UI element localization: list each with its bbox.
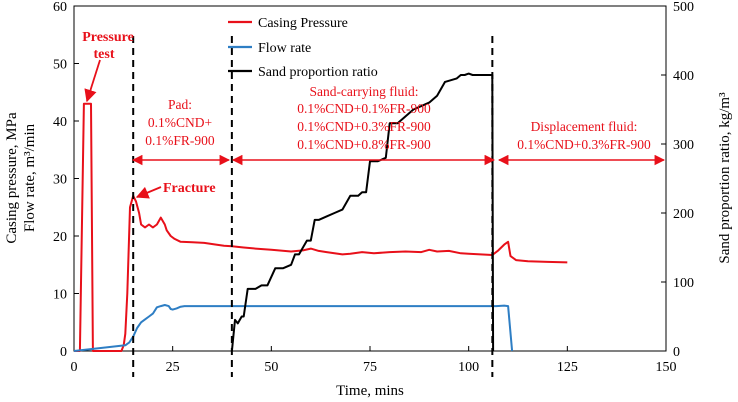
- y2-tick-label: 200: [673, 207, 694, 222]
- fracture-pointer: [135, 186, 162, 199]
- legend-label-flow: Flow rate: [258, 41, 311, 56]
- x-tick-label: 0: [71, 360, 78, 375]
- y-tick-label: 0: [60, 345, 67, 360]
- pad-title: Pad:: [168, 97, 192, 112]
- series-flow-rate: [73, 304, 514, 352]
- x-tick-label: 25: [166, 360, 180, 375]
- sand-carrying-line1: 0.1%CND+0.1%FR-900: [297, 101, 431, 116]
- y-axis-title-line2: Flow rate, m³/min: [22, 123, 38, 232]
- y2-tick-label: 100: [673, 276, 694, 291]
- sand-carrying-line2: 0.1%CND+0.3%FR-900: [297, 119, 431, 134]
- series-sand-proportion: [230, 72, 495, 352]
- fracture-label: Fracture: [163, 181, 216, 196]
- displacement-title: Displacement fluid:: [531, 119, 638, 134]
- pressure-test-label-line2: test: [94, 47, 115, 62]
- x-axis-title: Time, mins: [336, 383, 404, 399]
- y2-tick-label: 0: [673, 345, 680, 360]
- legend-label-sand: Sand proportion ratio: [258, 65, 378, 80]
- y-tick-label: 40: [53, 115, 67, 130]
- legend: Casing Pressure Flow rate Sand proportio…: [228, 16, 378, 80]
- ticks-layer: 0 25 50 75 100 125 150010203040506001002003004…: [53, 0, 694, 375]
- y-axis-title-line1: Casing pressure, MPa: [4, 112, 20, 244]
- x-tick-label: 75: [363, 360, 377, 375]
- series-layer: [73, 72, 568, 352]
- sand-carrying-line3: 0.1%CND+0.8%FR-900: [297, 137, 431, 152]
- plot-area: [73, 5, 667, 352]
- x-tick-label: 100: [458, 360, 479, 375]
- pad-line2: 0.1%FR-900: [145, 133, 215, 148]
- y2-axis-title: Sand proportion ratio, kg/m³: [717, 92, 733, 264]
- annotations: Pressure test Fracture Pad: 0.1%CND+ 0.1…: [82, 30, 651, 196]
- pad-line1: 0.1%CND+: [148, 115, 212, 130]
- pressure-test-pointer: [84, 59, 101, 103]
- y2-tick-label: 500: [673, 0, 694, 15]
- x-tick-label: 125: [557, 360, 578, 375]
- stage-lines-layer: [132, 36, 494, 377]
- y2-tick-label: 400: [673, 69, 694, 84]
- displacement-line1: 0.1%CND+0.3%FR-900: [517, 137, 651, 152]
- y-tick-label: 60: [53, 0, 67, 15]
- pressure-test-label-line1: Pressure: [82, 30, 134, 45]
- x-tick-label: 50: [264, 360, 278, 375]
- legend-label-pressure: Casing Pressure: [258, 16, 348, 31]
- y2-tick-label: 300: [673, 138, 694, 153]
- y-tick-label: 20: [53, 230, 67, 245]
- y-tick-label: 50: [53, 58, 67, 73]
- sand-carrying-title: Sand-carrying fluid:: [309, 84, 418, 99]
- y-tick-label: 30: [53, 173, 67, 188]
- series-casing-pressure: [74, 102, 568, 352]
- y-tick-label: 10: [53, 288, 67, 303]
- stage-arrows: [84, 59, 666, 199]
- x-tick-label: 150: [656, 360, 677, 375]
